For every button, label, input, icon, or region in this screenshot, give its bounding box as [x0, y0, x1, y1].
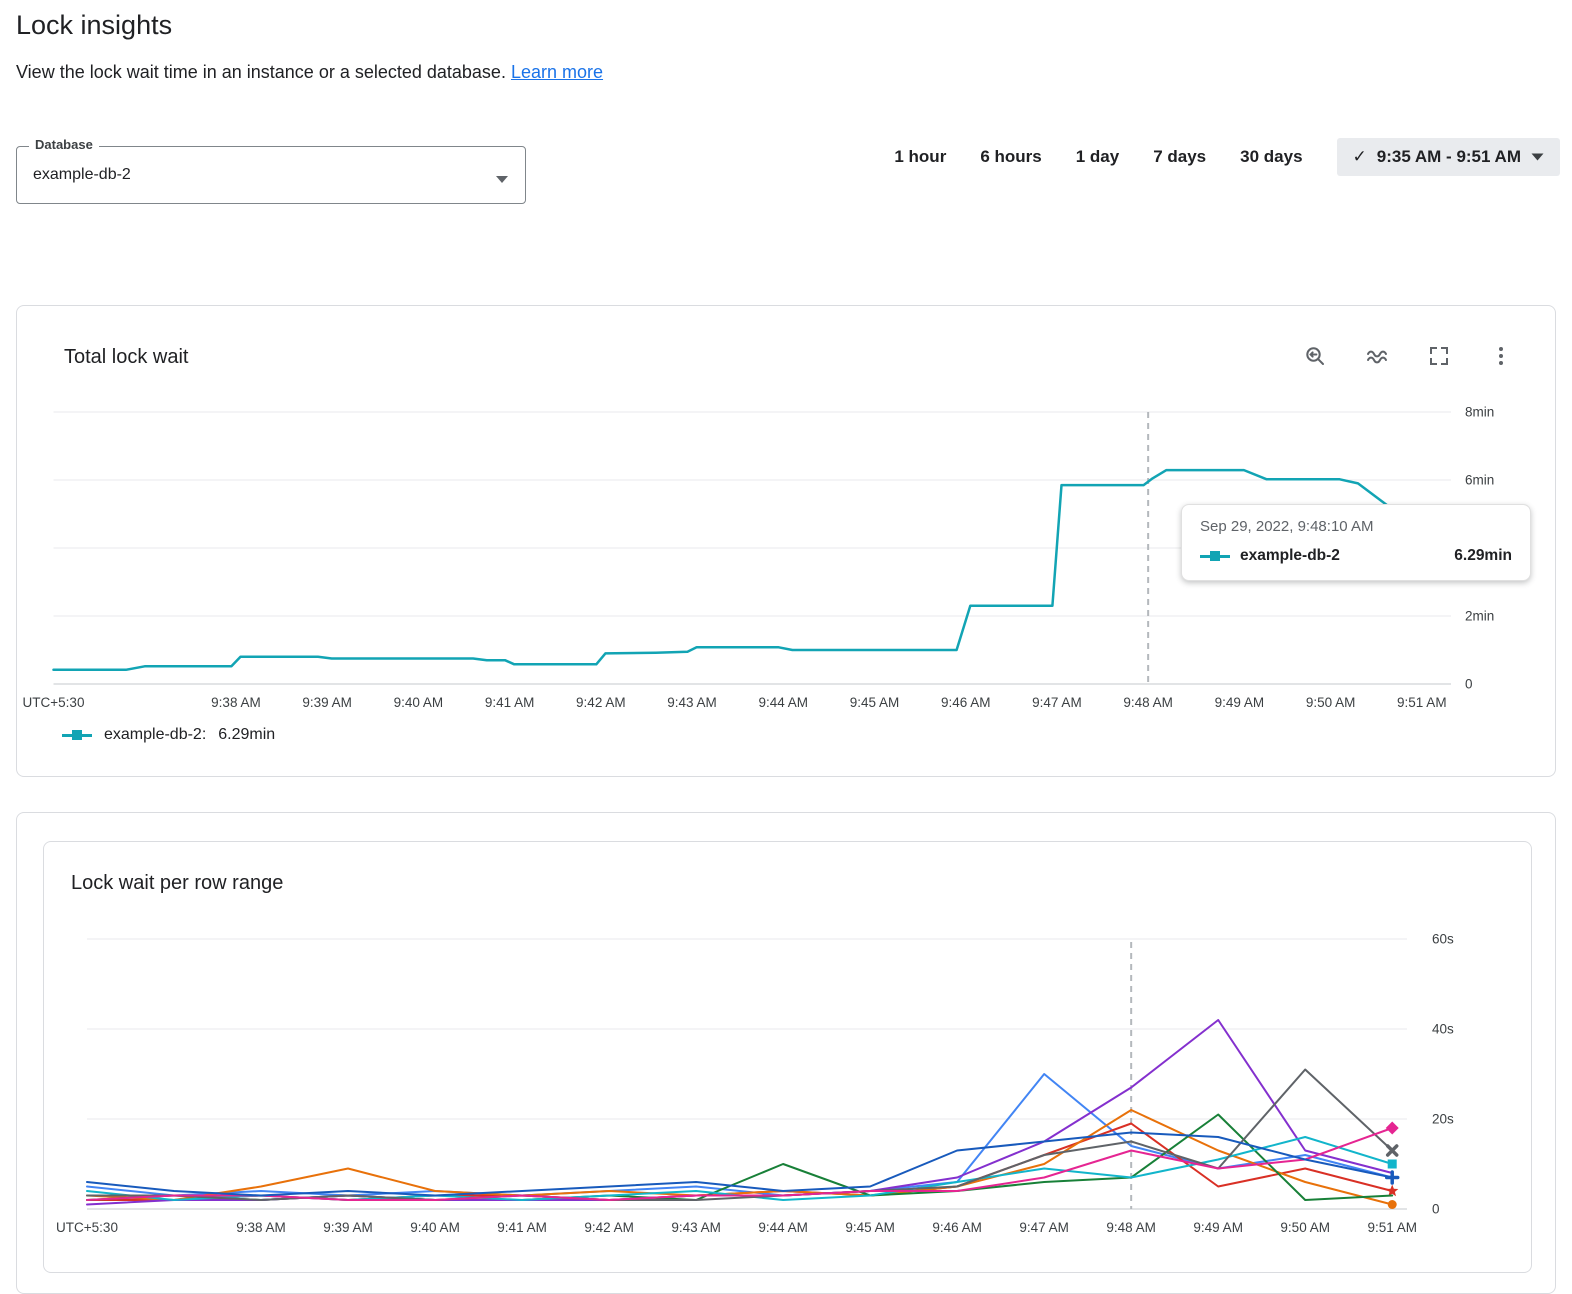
svg-text:9:45 AM: 9:45 AM	[850, 695, 900, 710]
chevron-down-icon	[495, 171, 509, 189]
lock-wait-per-row-range-chart[interactable]: 0 20s 40s 60s UTC+5:30 9:38 AM 9:39 AM 9:40 AM 9…	[44, 912, 1529, 1257]
total-lock-wait-card: Total lock wait 02min4min6min8mi	[16, 305, 1556, 777]
time-range-option[interactable]: 6 hours	[980, 147, 1042, 166]
svg-text:9:51 AM: 9:51 AM	[1367, 1220, 1417, 1235]
svg-text:8min: 8min	[1465, 405, 1494, 420]
svg-text:9:39 AM: 9:39 AM	[302, 695, 352, 710]
more-options-icon[interactable]	[1489, 344, 1513, 368]
page-subtitle: View the lock wait time in an instance o…	[16, 62, 603, 83]
custom-range-label: 9:35 AM - 9:51 AM	[1376, 147, 1521, 166]
svg-text:9:49 AM: 9:49 AM	[1193, 1220, 1243, 1235]
check-icon: ✓	[1352, 147, 1367, 166]
svg-text:9:42 AM: 9:42 AM	[584, 1220, 634, 1235]
time-range-bar: 1 hour 6 hours 1 day 7 days 30 days ✓ 9:35 A…	[894, 138, 1560, 176]
total-chart-title: Total lock wait	[64, 346, 189, 368]
page-title: Lock insights	[16, 10, 173, 40]
svg-text:0: 0	[1432, 1202, 1440, 1217]
fullscreen-icon[interactable]	[1427, 344, 1451, 368]
svg-text:9:41 AM: 9:41 AM	[497, 1220, 547, 1235]
svg-text:9:48 AM: 9:48 AM	[1123, 695, 1173, 710]
svg-text:UTC+5:30: UTC+5:30	[23, 695, 85, 710]
area-mode-icon[interactable]	[1365, 344, 1389, 368]
svg-text:6min: 6min	[1465, 473, 1494, 488]
series-swatch	[1200, 551, 1230, 561]
subtitle-text: View the lock wait time in an instance o…	[16, 62, 506, 82]
svg-text:9:47 AM: 9:47 AM	[1032, 695, 1082, 710]
chart-tooltip: Sep 29, 2022, 9:48:10 AM example-db-2 6.…	[1181, 504, 1531, 581]
svg-text:9:38 AM: 9:38 AM	[211, 695, 261, 710]
row-range-chart-card: Lock wait per row range 0 20s 40s 60s UTC+5:…	[43, 841, 1532, 1273]
svg-text:9:48 AM: 9:48 AM	[1106, 1220, 1156, 1235]
row-range-section-card: Lock wait per row range 0 20s 40s 60s UTC+5:…	[16, 812, 1556, 1294]
time-range-option[interactable]: 7 days	[1153, 147, 1207, 166]
learn-more-link[interactable]: Learn more	[510, 62, 604, 82]
row-chart-title: Lock wait per row range	[71, 872, 284, 894]
svg-text:9:49 AM: 9:49 AM	[1215, 695, 1265, 710]
svg-text:9:40 AM: 9:40 AM	[410, 1220, 460, 1235]
tooltip-timestamp: Sep 29, 2022, 9:48:10 AM	[1200, 518, 1374, 535]
svg-text:9:45 AM: 9:45 AM	[845, 1220, 895, 1235]
svg-text:9:47 AM: 9:47 AM	[1019, 1220, 1069, 1235]
svg-text:9:38 AM: 9:38 AM	[236, 1220, 286, 1235]
svg-text:9:41 AM: 9:41 AM	[485, 695, 535, 710]
svg-text:9:39 AM: 9:39 AM	[323, 1220, 373, 1235]
tooltip-series-name: example-db-2	[1240, 547, 1340, 564]
svg-text:9:44 AM: 9:44 AM	[758, 695, 808, 710]
time-range-option[interactable]: 1 day	[1075, 147, 1120, 166]
time-range-option[interactable]: 30 days	[1240, 147, 1303, 166]
svg-text:9:43 AM: 9:43 AM	[667, 695, 717, 710]
tooltip-series-value: 6.29min	[1454, 547, 1512, 564]
svg-text:9:50 AM: 9:50 AM	[1306, 695, 1356, 710]
time-range-option[interactable]: 1 hour	[894, 147, 947, 166]
svg-text:20s: 20s	[1432, 1112, 1454, 1127]
svg-text:9:40 AM: 9:40 AM	[394, 695, 444, 710]
svg-text:9:44 AM: 9:44 AM	[758, 1220, 808, 1235]
svg-text:9:50 AM: 9:50 AM	[1280, 1220, 1330, 1235]
svg-text:9:46 AM: 9:46 AM	[941, 695, 991, 710]
svg-text:9:51 AM: 9:51 AM	[1397, 695, 1447, 710]
zoom-reset-icon[interactable]	[1303, 344, 1327, 368]
chart-legend[interactable]: example-db-2: 6.29min	[62, 726, 275, 744]
svg-text:9:43 AM: 9:43 AM	[671, 1220, 721, 1235]
legend-swatch	[62, 730, 92, 740]
svg-text:9:42 AM: 9:42 AM	[576, 695, 626, 710]
chart-toolbar	[1303, 344, 1513, 368]
chevron-down-icon	[1531, 153, 1544, 161]
custom-range-chip[interactable]: ✓ 9:35 AM - 9:51 AM	[1336, 138, 1560, 176]
time-range-presets: 1 hour 6 hours 1 day 7 days 30 days	[894, 147, 1302, 167]
svg-text:60s: 60s	[1432, 932, 1454, 947]
database-select-value: example-db-2	[33, 166, 131, 183]
legend-series-value: 6.29min	[218, 726, 276, 743]
svg-text:UTC+5:30: UTC+5:30	[56, 1220, 118, 1235]
svg-text:9:46 AM: 9:46 AM	[932, 1220, 982, 1235]
legend-series-name: example-db-2:	[104, 726, 207, 743]
database-select[interactable]: Database example-db-2	[16, 137, 526, 204]
database-select-label: Database	[29, 137, 99, 152]
svg-text:0: 0	[1465, 677, 1473, 692]
svg-text:2min: 2min	[1465, 609, 1494, 624]
svg-text:40s: 40s	[1432, 1022, 1454, 1037]
